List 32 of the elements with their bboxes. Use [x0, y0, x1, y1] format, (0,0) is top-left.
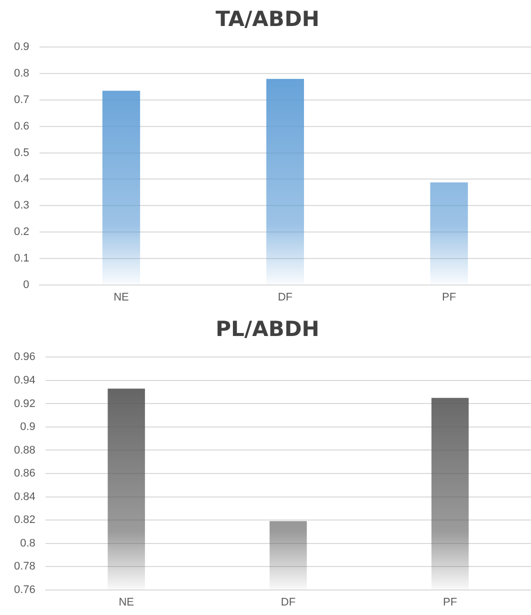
y-tick-label: 0.76 — [14, 584, 36, 596]
bar — [102, 90, 140, 284]
bar — [266, 78, 304, 284]
x-tick-label: PF — [442, 291, 456, 304]
x-tick-label: NE — [114, 291, 129, 304]
bar — [430, 182, 468, 284]
x-tick-label: PF — [443, 596, 458, 608]
y-tick-label: 0.92 — [14, 398, 36, 410]
y-tick-label: 0.94 — [14, 374, 36, 386]
y-tick-label: 0.7 — [14, 94, 30, 106]
y-tick-label: 0.84 — [14, 490, 36, 503]
y-tick-label: 0.1 — [14, 252, 30, 264]
y-tick-label: 0.78 — [14, 560, 36, 573]
y-tick-label: 0.8 — [14, 68, 30, 80]
chart-title: PL/ABDH — [216, 317, 320, 342]
y-tick-label: 0.88 — [14, 444, 36, 456]
y-tick-label: 0.3 — [14, 200, 30, 212]
y-tick-label: 0.9 — [14, 41, 30, 54]
x-tick-label: DF — [280, 596, 296, 608]
y-tick-label: 0.9 — [20, 421, 36, 434]
y-tick-label: 0.96 — [14, 351, 36, 364]
y-tick-label: 0.82 — [14, 514, 36, 526]
y-tick-label: 0.6 — [14, 120, 30, 132]
chart-title: TA/ABDH — [216, 7, 320, 32]
x-tick-label: NE — [118, 596, 134, 608]
y-tick-label: 0.5 — [14, 146, 30, 159]
y-tick-label: 0.8 — [20, 537, 36, 550]
y-tick-label: 0.2 — [14, 226, 30, 238]
x-tick-label: DF — [278, 291, 293, 304]
y-tick-label: 0 — [23, 278, 30, 291]
y-tick-label: 0.4 — [14, 173, 30, 186]
y-tick-label: 0.86 — [14, 468, 36, 480]
